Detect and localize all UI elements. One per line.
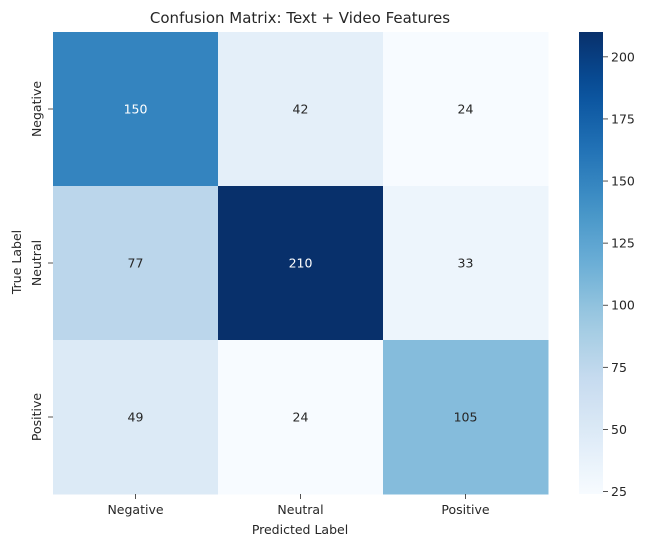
cell-value-label: 24 bbox=[458, 102, 474, 117]
colorbar-ticks: 25 50 75 100 125 150 175 200 bbox=[603, 49, 635, 499]
x-axis-ticks: Negative Neutral Positive bbox=[107, 494, 490, 517]
x-tick-label: Positive bbox=[441, 502, 489, 517]
heatmap-cell bbox=[53, 340, 219, 495]
x-tick-label: Negative bbox=[107, 502, 163, 517]
colorbar bbox=[579, 32, 603, 494]
chart-title: Confusion Matrix: Text + Video Features bbox=[150, 9, 450, 27]
cell-value-label: 77 bbox=[128, 256, 144, 271]
colorbar-tick-label: 200 bbox=[611, 49, 635, 64]
colorbar-tick-label: 25 bbox=[611, 484, 627, 499]
colorbar-tick-label: 175 bbox=[611, 111, 635, 126]
heatmap-cells bbox=[53, 32, 549, 495]
x-tick-label: Neutral bbox=[277, 502, 323, 517]
y-tick-label: Negative bbox=[29, 81, 44, 137]
cell-value-label: 24 bbox=[293, 410, 309, 425]
cell-value-label: 150 bbox=[124, 102, 148, 117]
heatmap-cell bbox=[383, 32, 549, 187]
colorbar-tick-label: 125 bbox=[611, 236, 635, 251]
y-tick-label: Positive bbox=[29, 393, 44, 441]
cell-value-label: 105 bbox=[454, 410, 478, 425]
heatmap-cell bbox=[53, 186, 219, 341]
y-tick-label: Neutral bbox=[29, 240, 44, 286]
heatmap-cell bbox=[218, 186, 384, 341]
cell-value-label: 49 bbox=[128, 410, 144, 425]
heatmap-cell bbox=[383, 186, 549, 341]
cell-value-label: 42 bbox=[293, 102, 309, 117]
x-axis-label: Predicted Label bbox=[252, 522, 348, 537]
y-axis-label: True Label bbox=[9, 230, 24, 295]
heatmap-cell bbox=[218, 32, 384, 187]
heatmap-cell-labels: 150 42 24 77 210 33 49 24 105 bbox=[124, 102, 478, 425]
y-axis-ticks: Negative Neutral Positive bbox=[29, 81, 53, 441]
cell-value-label: 33 bbox=[458, 256, 474, 271]
heatmap-cell bbox=[383, 340, 549, 495]
cell-value-label: 210 bbox=[289, 256, 313, 271]
colorbar-tick-label: 50 bbox=[611, 422, 627, 437]
colorbar-tick-label: 75 bbox=[611, 360, 627, 375]
heatmap-cell bbox=[218, 340, 384, 495]
heatmap-cell bbox=[53, 32, 219, 187]
colorbar-tick-label: 150 bbox=[611, 174, 635, 189]
colorbar-tick-label: 100 bbox=[611, 298, 635, 313]
